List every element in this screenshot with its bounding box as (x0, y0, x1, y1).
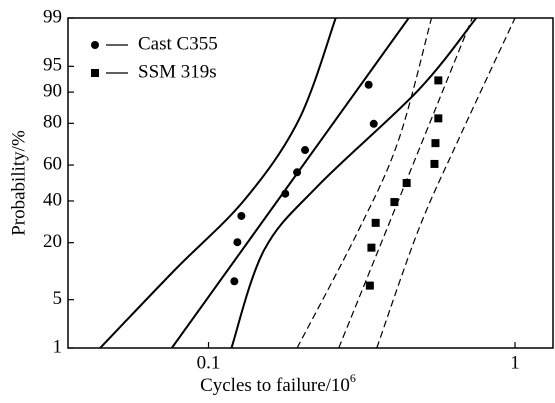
x-tick-label: 1 (510, 352, 520, 373)
x-tick-label: 0.1 (197, 352, 221, 373)
data-point (237, 211, 246, 220)
y-tick-label: 99 (43, 6, 62, 27)
data-point (434, 76, 443, 85)
x-axis-label-text: Cycles to failure/10 (200, 375, 350, 396)
x-axis-label: Cycles to failure/106 (200, 371, 356, 397)
y-tick-label: 60 (43, 153, 62, 174)
plot-frame (67, 17, 554, 349)
y-tick-label: 95 (43, 55, 62, 76)
data-point (371, 218, 380, 227)
y-tick-label: 1 (53, 336, 63, 357)
data-point (367, 243, 376, 252)
legend-marker (91, 41, 99, 49)
data-point (402, 179, 411, 187)
data-point (301, 146, 310, 155)
data-point (369, 119, 378, 128)
data-point (434, 114, 443, 123)
data-point (230, 277, 239, 286)
fit-line (376, 18, 516, 348)
fit-line (170, 18, 410, 348)
y-tick-label: 20 (43, 231, 62, 252)
fit-line (99, 18, 337, 348)
y-tick-label: 80 (43, 112, 62, 133)
legend-label: SSM 319s (138, 61, 217, 82)
y-tick-label: 5 (53, 288, 63, 309)
x-axis-label-exponent: 6 (350, 371, 356, 385)
data-point (365, 281, 374, 290)
data-point (390, 198, 399, 207)
legend-label: Cast C355 (138, 33, 218, 54)
y-axis-label: Probability/% (8, 130, 29, 236)
fit-line (230, 18, 477, 348)
y-tick-label: 40 (43, 189, 62, 210)
data-point (293, 168, 302, 177)
data-point (364, 80, 373, 89)
data-point (431, 139, 440, 148)
fit-line (296, 18, 433, 348)
data-point (233, 238, 242, 247)
data-point (281, 189, 290, 198)
data-point (430, 159, 439, 168)
legend-marker (91, 69, 99, 77)
y-tick-label: 90 (43, 80, 62, 101)
